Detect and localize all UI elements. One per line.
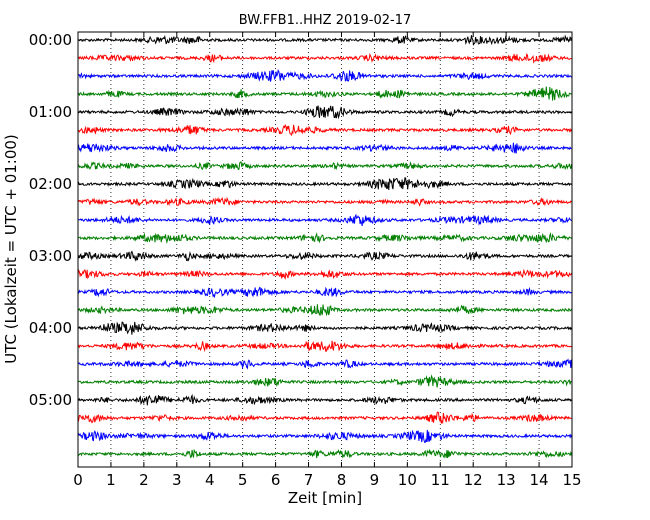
x-axis: 0 1 2 3 4 5 6 7 8 9 10 11 12 13 14 15: [73, 32, 582, 489]
x-tick-label: 3: [172, 471, 182, 489]
x-tick-label: 10: [398, 471, 417, 489]
x-tick-label: 8: [337, 471, 347, 489]
x-tick-label: 1: [106, 471, 116, 489]
x-tick-label: 5: [238, 471, 248, 489]
trace-0215: [77, 196, 572, 207]
x-tick-label: 14: [530, 471, 549, 489]
x-axis-label: Zeit [min]: [288, 489, 362, 507]
trace-0200: [77, 177, 572, 191]
x-tick-label: 2: [139, 471, 149, 489]
grid-lines: [110, 32, 540, 467]
plot-frame: [77, 31, 573, 468]
trace-0030: [77, 69, 572, 82]
chart-title: BW.FFB1..HHZ 2019-02-17: [239, 13, 412, 28]
y-axis-label: UTC (Lokalzeit = UTC + 01:00): [2, 134, 20, 364]
trace-0415: [77, 340, 572, 353]
x-tick-label: 11: [431, 471, 450, 489]
x-tick-label: 12: [464, 471, 483, 489]
trace-0430: [77, 358, 572, 370]
trace-0245: [77, 232, 572, 245]
x-tick-label: 13: [497, 471, 516, 489]
x-tick-label: 0: [73, 471, 83, 489]
trace-0515: [77, 411, 572, 425]
y-tick-label: 01:00: [29, 103, 72, 121]
trace-0130: [77, 142, 572, 154]
trace-0530: [77, 429, 572, 444]
trace-0045: [77, 86, 572, 101]
y-tick-label: 04:00: [29, 319, 72, 337]
trace-0500: [77, 393, 572, 406]
x-tick-label: 9: [370, 471, 380, 489]
y-tick-label: 00:00: [29, 31, 72, 49]
trace-0315: [77, 268, 572, 280]
y-tick-label: 05:00: [29, 391, 72, 409]
trace-0345: [77, 304, 572, 317]
x-tick-label: 15: [562, 471, 581, 489]
x-tick-label: 4: [205, 471, 215, 489]
y-tick-label: 02:00: [29, 175, 72, 193]
trace-0545: [77, 448, 572, 459]
trace-0000: [77, 34, 572, 46]
trace-0400: [77, 321, 572, 335]
trace-0300: [77, 250, 572, 262]
x-tick-label: 6: [271, 471, 281, 489]
trace-group: [77, 34, 572, 459]
trace-0100: [77, 105, 572, 120]
trace-0145: [77, 161, 572, 171]
trace-0015: [77, 52, 572, 64]
trace-0230: [77, 213, 572, 227]
trace-0445: [77, 374, 572, 388]
trace-0330: [77, 286, 572, 299]
x-tick-label: 7: [304, 471, 314, 489]
trace-0115: [77, 124, 572, 137]
y-axis: 00:00 01:00 02:00 03:00 04:00 05:00: [29, 31, 572, 409]
y-tick-label: 03:00: [29, 247, 72, 265]
